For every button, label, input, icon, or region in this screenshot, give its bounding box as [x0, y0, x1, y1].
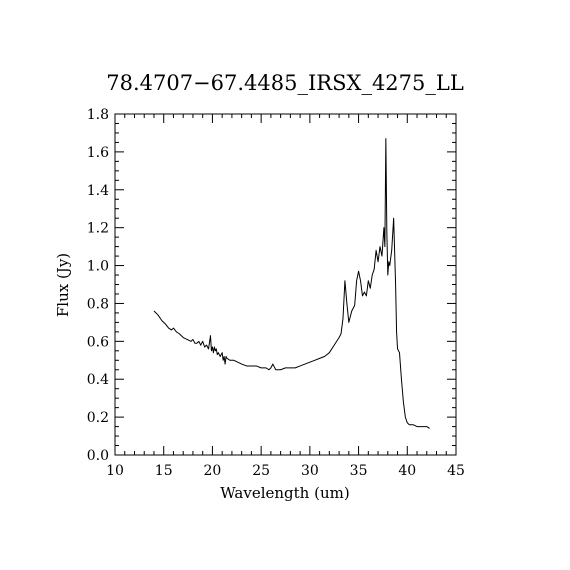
y-tick-labels: 0.0 0.2 0.4 0.6 0.8 1.0 1.2 1.4 1.6 1.8 [87, 107, 109, 464]
y-tick-label: 0.4 [87, 372, 109, 388]
plot-frame [114, 113, 457, 456]
chart-title: 78.4707−67.4485_IRSX_4275_LL [106, 71, 464, 95]
x-tick-label: 45 [447, 463, 465, 479]
flux-spectrum-line [153, 138, 430, 429]
y-tick-label: 1.6 [87, 145, 109, 161]
x-tick-label: 15 [155, 463, 173, 479]
y-tick-label: 1.8 [87, 107, 109, 123]
x-tick-label: 40 [398, 463, 416, 479]
axis-ticks [114, 113, 457, 456]
x-tick-label: 35 [350, 463, 368, 479]
y-tick-label: 0.0 [87, 448, 109, 464]
y-tick-label: 0.2 [87, 410, 109, 426]
x-tick-labels: 10 15 20 25 30 35 40 45 [106, 463, 465, 479]
x-tick-label: 20 [204, 463, 222, 479]
y-tick-label: 0.6 [87, 334, 109, 350]
y-tick-label: 0.8 [87, 296, 109, 312]
y-tick-label: 1.2 [87, 221, 109, 237]
y-axis-label: Flux (Jy) [54, 253, 72, 317]
y-tick-label: 1.4 [87, 183, 109, 199]
x-tick-label: 30 [301, 463, 319, 479]
y-tick-label: 1.0 [87, 259, 109, 275]
x-axis-label: Wavelength (um) [220, 484, 349, 502]
x-tick-label: 10 [106, 463, 124, 479]
x-tick-label: 25 [252, 463, 270, 479]
